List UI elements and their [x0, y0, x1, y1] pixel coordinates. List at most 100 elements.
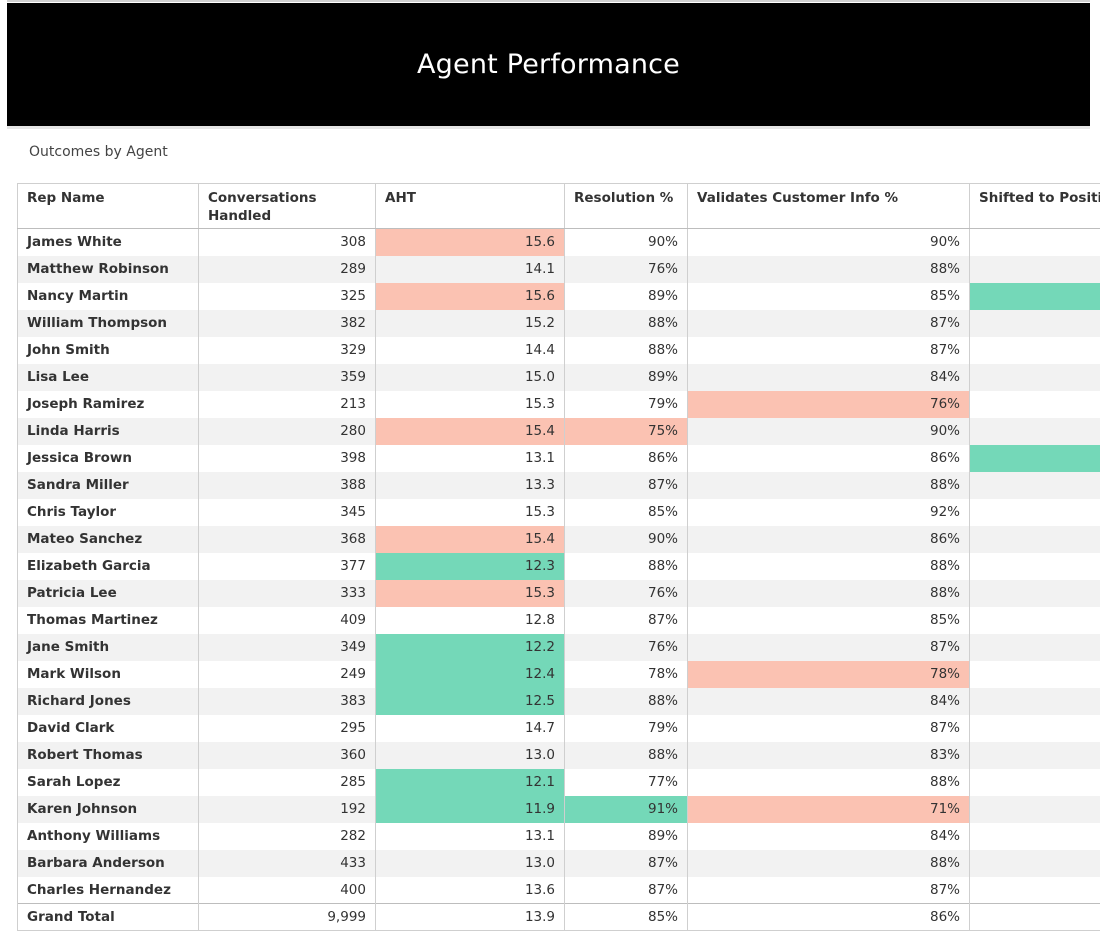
- shifted-positive-cell: [969, 417, 1100, 445]
- table-row[interactable]: Matthew Robinson 289 14.1 76% 88%: [17, 255, 1100, 283]
- shifted-positive-cell: [969, 822, 1100, 850]
- table-row[interactable]: David Clark 295 14.7 79% 87%: [17, 714, 1100, 742]
- rep-name-cell: Richard Jones: [17, 687, 199, 715]
- validates-info-cell: 86%: [687, 525, 970, 553]
- aht-cell: 15.0: [375, 363, 565, 391]
- table-row[interactable]: James White 308 15.6 90% 90%: [17, 228, 1100, 256]
- aht-cell: 15.6: [375, 228, 565, 256]
- aht-cell: 12.1: [375, 768, 565, 796]
- validates-info-cell: 88%: [687, 552, 970, 580]
- conversations-cell: 360: [198, 741, 376, 769]
- conversations-cell: 213: [198, 390, 376, 418]
- table-row[interactable]: John Smith 329 14.4 88% 87%: [17, 336, 1100, 364]
- table-row[interactable]: Thomas Martinez 409 12.8 87% 85%: [17, 606, 1100, 634]
- rep-name-cell: Joseph Ramirez: [17, 390, 199, 418]
- shifted-positive-cell: [969, 471, 1100, 499]
- column-header-shifted-positive[interactable]: Shifted to Positiv: [969, 183, 1100, 229]
- table-row[interactable]: Joseph Ramirez 213 15.3 79% 76%: [17, 390, 1100, 418]
- shifted-positive-cell: [969, 309, 1100, 337]
- resolution-cell: 75%: [564, 417, 688, 445]
- column-header-conversations[interactable]: Conversations Handled: [198, 183, 376, 229]
- table-row[interactable]: Patricia Lee 333 15.3 76% 88%: [17, 579, 1100, 607]
- resolution-cell: 86%: [564, 444, 688, 472]
- shifted-positive-cell: [969, 498, 1100, 526]
- top-border: [7, 0, 1090, 2]
- validates-info-cell: 90%: [687, 228, 970, 256]
- rep-name-cell: Nancy Martin: [17, 282, 199, 310]
- validates-info-cell: 92%: [687, 498, 970, 526]
- aht-cell: 14.4: [375, 336, 565, 364]
- table-row[interactable]: Sarah Lopez 285 12.1 77% 88%: [17, 768, 1100, 796]
- rep-name-cell: Anthony Williams: [17, 822, 199, 850]
- table-row[interactable]: Linda Harris 280 15.4 75% 90%: [17, 417, 1100, 445]
- agent-table-container[interactable]: Rep Name Conversations Handled AHT Resol…: [17, 183, 1100, 931]
- table-row[interactable]: William Thompson 382 15.2 88% 87%: [17, 309, 1100, 337]
- shifted-positive-cell: [969, 687, 1100, 715]
- table-row[interactable]: Sandra Miller 388 13.3 87% 88%: [17, 471, 1100, 499]
- rep-name-cell: Karen Johnson: [17, 795, 199, 823]
- validates-info-cell: 87%: [687, 336, 970, 364]
- shifted-positive-cell: [969, 390, 1100, 418]
- table-row[interactable]: Richard Jones 383 12.5 88% 84%: [17, 687, 1100, 715]
- shifted-positive-cell: [969, 741, 1100, 769]
- validates-info-cell: 88%: [687, 255, 970, 283]
- aht-cell: 12.8: [375, 606, 565, 634]
- table-row[interactable]: Mark Wilson 249 12.4 78% 78%: [17, 660, 1100, 688]
- table-row[interactable]: Lisa Lee 359 15.0 89% 84%: [17, 363, 1100, 391]
- column-header-resolution[interactable]: Resolution %: [564, 183, 688, 229]
- validates-info-cell: 85%: [687, 282, 970, 310]
- conversations-cell: 400: [198, 876, 376, 904]
- table-row[interactable]: Nancy Martin 325 15.6 89% 85%: [17, 282, 1100, 310]
- resolution-cell: 87%: [564, 849, 688, 877]
- validates-info-cell: 83%: [687, 741, 970, 769]
- conversations-cell: 368: [198, 525, 376, 553]
- rep-name-cell: Barbara Anderson: [17, 849, 199, 877]
- conversations-cell: 409: [198, 606, 376, 634]
- aht-cell: 15.3: [375, 390, 565, 418]
- shifted-positive-cell: [969, 228, 1100, 256]
- validates-info-cell: 84%: [687, 363, 970, 391]
- rep-name-cell: Patricia Lee: [17, 579, 199, 607]
- conversations-cell: 398: [198, 444, 376, 472]
- total-resolution-cell: 85%: [564, 903, 688, 931]
- resolution-cell: 87%: [564, 876, 688, 904]
- table-row[interactable]: Elizabeth Garcia 377 12.3 88% 88%: [17, 552, 1100, 580]
- rep-name-cell: Thomas Martinez: [17, 606, 199, 634]
- table-row[interactable]: Karen Johnson 192 11.9 91% 71%: [17, 795, 1100, 823]
- rep-name-cell: Lisa Lee: [17, 363, 199, 391]
- rep-name-cell: John Smith: [17, 336, 199, 364]
- aht-cell: 13.0: [375, 741, 565, 769]
- aht-cell: 11.9: [375, 795, 565, 823]
- conversations-cell: 333: [198, 579, 376, 607]
- conversations-cell: 383: [198, 687, 376, 715]
- aht-cell: 15.3: [375, 579, 565, 607]
- conversations-cell: 295: [198, 714, 376, 742]
- total-validates-info-cell: 86%: [687, 903, 970, 931]
- table-row[interactable]: Charles Hernandez 400 13.6 87% 87%: [17, 876, 1100, 904]
- resolution-cell: 76%: [564, 255, 688, 283]
- table-row[interactable]: Jessica Brown 398 13.1 86% 86%: [17, 444, 1100, 472]
- validates-info-cell: 87%: [687, 633, 970, 661]
- resolution-cell: 89%: [564, 363, 688, 391]
- table-row[interactable]: Jane Smith 349 12.2 76% 87%: [17, 633, 1100, 661]
- table-row[interactable]: Barbara Anderson 433 13.0 87% 88%: [17, 849, 1100, 877]
- table-row[interactable]: Anthony Williams 282 13.1 89% 84%: [17, 822, 1100, 850]
- table-row[interactable]: Robert Thomas 360 13.0 88% 83%: [17, 741, 1100, 769]
- aht-cell: 13.1: [375, 444, 565, 472]
- resolution-cell: 89%: [564, 822, 688, 850]
- table-row[interactable]: Chris Taylor 345 15.3 85% 92%: [17, 498, 1100, 526]
- total-conversations-cell: 9,999: [198, 903, 376, 931]
- validates-info-cell: 88%: [687, 849, 970, 877]
- column-header-validates-info[interactable]: Validates Customer Info %: [687, 183, 970, 229]
- shifted-positive-cell: [969, 444, 1100, 472]
- table-row[interactable]: Mateo Sanchez 368 15.4 90% 86%: [17, 525, 1100, 553]
- conversations-cell: 345: [198, 498, 376, 526]
- column-header-rep-name[interactable]: Rep Name: [17, 183, 199, 229]
- shifted-positive-cell: [969, 849, 1100, 877]
- page-header: Agent Performance: [7, 3, 1090, 126]
- aht-cell: 14.7: [375, 714, 565, 742]
- rep-name-cell: James White: [17, 228, 199, 256]
- column-header-aht[interactable]: AHT: [375, 183, 565, 229]
- shifted-positive-cell: [969, 282, 1100, 310]
- resolution-cell: 79%: [564, 390, 688, 418]
